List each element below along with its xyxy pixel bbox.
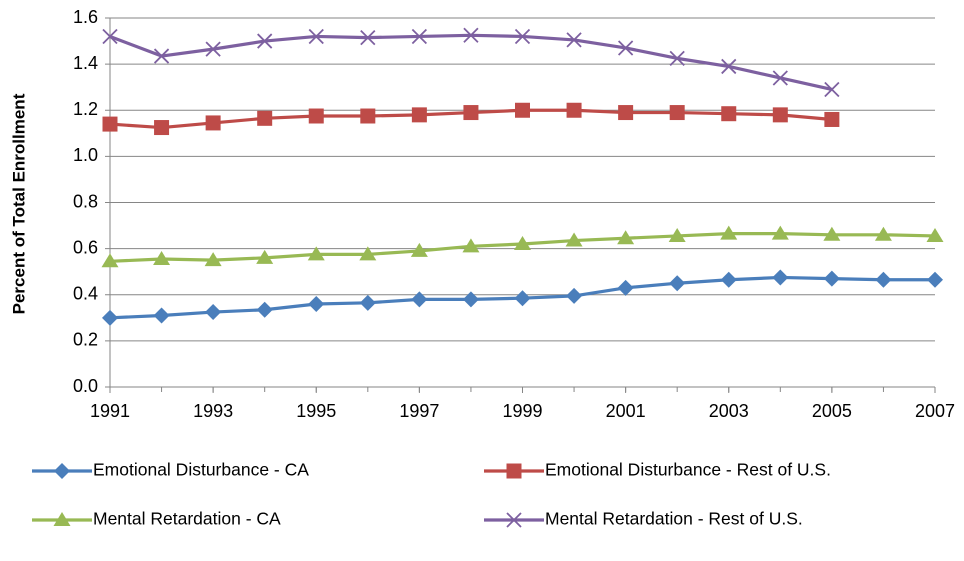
- data-point: [204, 252, 222, 267]
- data-point: [410, 242, 428, 257]
- data-point: [359, 294, 376, 311]
- data-point: [823, 226, 841, 241]
- data-point: [617, 230, 635, 245]
- data-point: [360, 108, 376, 124]
- x-tick-label: 1999: [502, 401, 542, 421]
- data-point: [205, 304, 222, 321]
- x-tick-label: 2005: [812, 401, 852, 421]
- y-tick-label: 1.6: [73, 7, 98, 27]
- data-point: [102, 28, 118, 45]
- data-point: [411, 291, 428, 308]
- data-point: [669, 105, 685, 121]
- data-point: [566, 102, 582, 118]
- data-point: [823, 270, 840, 287]
- y-axis-title: Percent of Total Enrollment: [9, 93, 28, 314]
- data-point: [257, 110, 273, 126]
- data-point: [101, 253, 119, 268]
- data-point: [462, 238, 480, 253]
- y-tick-label: 0.4: [73, 284, 98, 304]
- data-point: [617, 279, 634, 296]
- legend-label: Mental Retardation - Rest of U.S.: [545, 509, 803, 529]
- data-point: [927, 271, 943, 288]
- data-point: [308, 108, 324, 124]
- data-point: [307, 246, 325, 261]
- data-point: [771, 225, 789, 240]
- data-point: [205, 115, 221, 131]
- data-point: [514, 236, 531, 251]
- data-point: [514, 290, 531, 307]
- legend-label: Mental Retardation - CA: [93, 509, 281, 529]
- data-point: [359, 246, 377, 261]
- data-point: [154, 120, 170, 136]
- data-point: [308, 295, 325, 312]
- y-tick-label: 0.2: [73, 330, 98, 350]
- data-point: [669, 50, 685, 66]
- y-tick-label: 0.8: [73, 191, 98, 211]
- legend-label: Emotional Disturbance - Rest of U.S.: [545, 460, 831, 480]
- data-point: [875, 271, 892, 288]
- data-point: [668, 227, 686, 242]
- x-tick-label: 1995: [296, 401, 336, 421]
- data-point: [566, 32, 582, 48]
- data-point: [256, 249, 274, 264]
- legend-label: Emotional Disturbance - CA: [93, 460, 309, 480]
- data-point: [463, 105, 479, 121]
- data-point: [256, 301, 273, 318]
- data-point: [515, 102, 530, 118]
- y-tick-label: 1.2: [73, 99, 98, 119]
- x-tick-label: 1993: [193, 401, 233, 421]
- x-tick-label: 1991: [90, 401, 130, 421]
- data-point: [153, 307, 170, 324]
- data-point: [411, 28, 428, 45]
- data-point: [720, 271, 737, 288]
- data-point: [308, 28, 324, 45]
- legend-marker: [506, 463, 522, 479]
- x-tick-label: 2003: [709, 401, 749, 421]
- data-point: [102, 116, 118, 132]
- x-tick-label: 1997: [399, 401, 439, 421]
- y-tick-label: 0.6: [73, 237, 98, 257]
- data-point: [772, 70, 788, 86]
- data-point: [618, 105, 634, 121]
- data-point: [205, 41, 221, 57]
- data-point: [721, 58, 737, 75]
- data-point: [926, 227, 944, 242]
- data-point: [617, 40, 634, 56]
- data-point: [102, 309, 118, 326]
- data-point: [824, 111, 840, 127]
- legend-marker: [54, 463, 70, 479]
- data-point: [463, 27, 479, 43]
- x-tick-label: 2007: [915, 401, 955, 421]
- legend-marker: [53, 512, 71, 526]
- data-point: [514, 28, 531, 45]
- legend-marker: [506, 512, 522, 528]
- data-point: [566, 287, 583, 304]
- data-point: [411, 107, 427, 123]
- data-point: [565, 232, 583, 247]
- data-point: [153, 251, 171, 266]
- x-tick-label: 2001: [606, 401, 646, 421]
- data-point: [257, 33, 273, 49]
- y-tick-label: 0.0: [73, 376, 98, 396]
- data-point: [874, 226, 892, 241]
- y-tick-label: 1.4: [73, 53, 98, 73]
- data-point: [462, 291, 479, 308]
- data-point: [824, 81, 840, 98]
- data-point: [721, 106, 737, 122]
- data-point: [153, 48, 170, 64]
- data-point: [772, 107, 788, 123]
- y-tick-label: 1.0: [73, 145, 98, 165]
- data-point: [669, 275, 686, 292]
- data-point: [720, 225, 738, 240]
- data-point: [360, 29, 376, 46]
- data-point: [772, 269, 789, 286]
